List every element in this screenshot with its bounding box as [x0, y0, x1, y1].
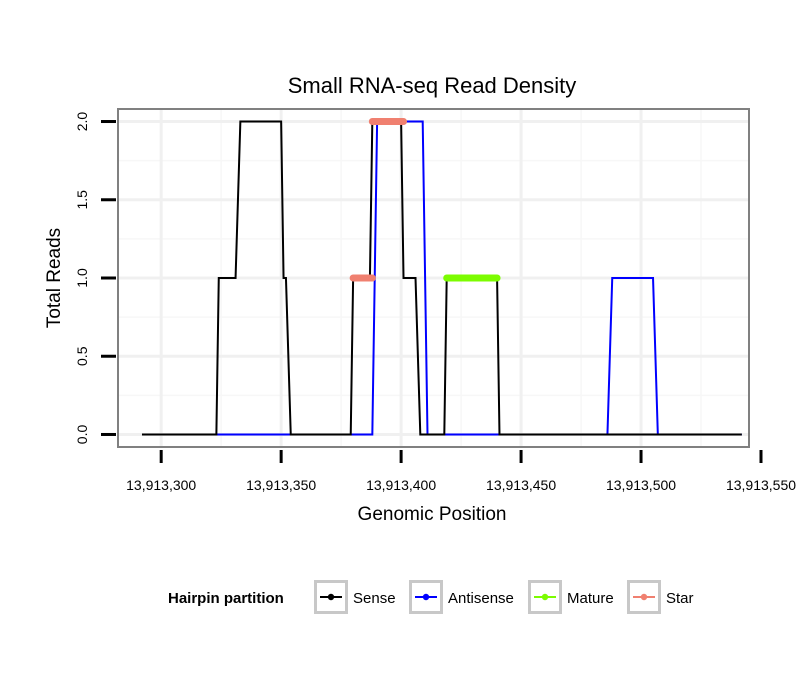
- legend-label-star: Star: [666, 590, 694, 607]
- y-tick-label: 1.0: [74, 268, 90, 288]
- y-tick-label: 2.0: [74, 112, 90, 132]
- legend-point-star: [640, 593, 648, 601]
- y-tick-label: 1.5: [74, 190, 90, 210]
- x-tick-label: 13,913,300: [126, 477, 196, 493]
- legend-label-antisense: Antisense: [448, 590, 514, 607]
- plot-panel-border: [117, 108, 750, 448]
- legend-point-mature: [541, 593, 549, 601]
- series-star-line: [349, 118, 408, 282]
- legend: Hairpin partition Sense Antisense Mature St…: [168, 580, 694, 614]
- x-tick-label: 13,913,450: [486, 477, 556, 493]
- legend-point-sense: [327, 593, 335, 601]
- x-tick-label: 13,913,400: [366, 477, 436, 493]
- legend-title: Hairpin partition: [168, 590, 284, 607]
- series-layer: [141, 118, 742, 436]
- x-axis-title: Genomic Position: [358, 504, 507, 525]
- y-tick-label: 0.5: [74, 346, 90, 366]
- x-axis: 13,913,300 13,913,350 13,913,400 13,913,450…: [126, 450, 796, 493]
- legend-label-mature: Mature: [567, 590, 614, 607]
- x-tick-label: 13,913,350: [246, 477, 316, 493]
- y-axis-title: Total Reads: [44, 228, 65, 328]
- y-tick-label: 0.0: [74, 425, 90, 445]
- legend-entries: Sense Antisense Mature Star: [314, 580, 694, 614]
- legend-point-antisense: [422, 593, 430, 601]
- x-tick-label: 13,913,500: [606, 477, 676, 493]
- legend-label-sense: Sense: [353, 590, 396, 607]
- y-axis: 0.0 0.5 1.0 1.5 2.0: [74, 112, 116, 445]
- plot-panel: [117, 108, 750, 448]
- x-tick-label: 13,913,550: [726, 477, 796, 493]
- chart-title: Small RNA-seq Read Density: [288, 73, 577, 98]
